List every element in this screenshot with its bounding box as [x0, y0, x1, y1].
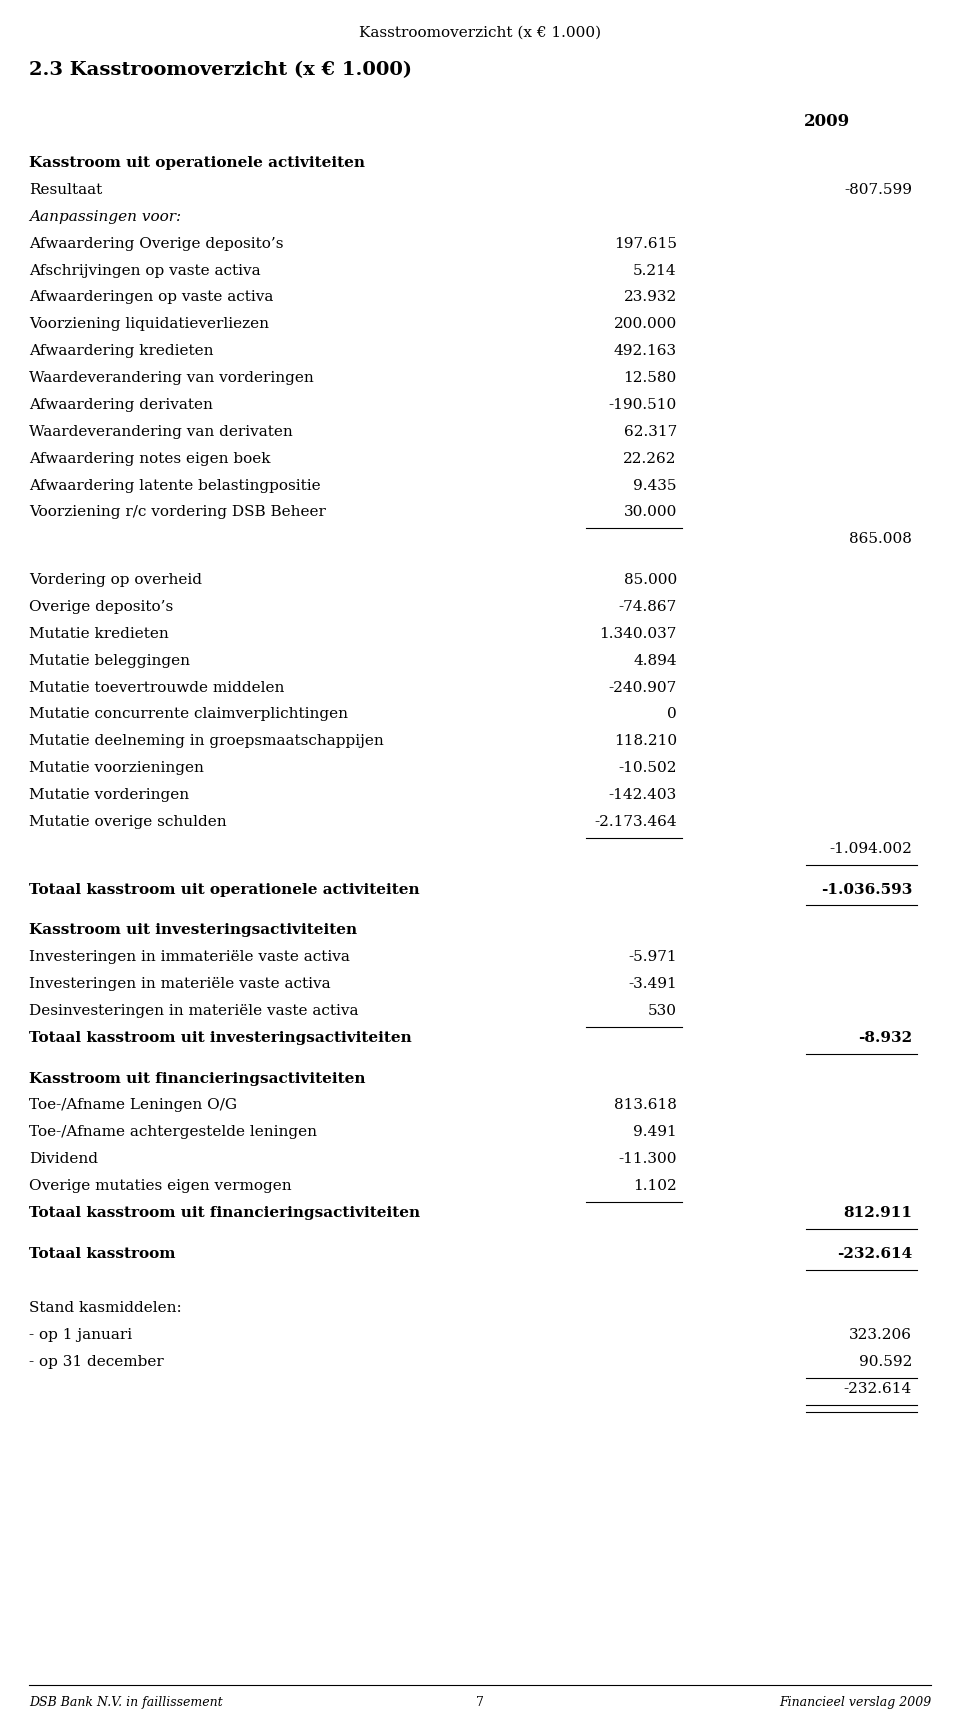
Text: Totaal kasstroom uit operationele activiteiten: Totaal kasstroom uit operationele activi…	[29, 883, 420, 896]
Text: Investeringen in materiële vaste activa: Investeringen in materiële vaste activa	[29, 976, 330, 992]
Text: 62.317: 62.317	[624, 425, 677, 439]
Text: - op 1 januari: - op 1 januari	[29, 1328, 132, 1342]
Text: Totaal kasstroom uit financieringsactiviteiten: Totaal kasstroom uit financieringsactivi…	[29, 1205, 420, 1221]
Text: Financieel verslag 2009: Financieel verslag 2009	[779, 1696, 931, 1708]
Text: -74.867: -74.867	[618, 600, 677, 614]
Text: - op 31 december: - op 31 december	[29, 1354, 163, 1370]
Text: 9.491: 9.491	[633, 1125, 677, 1139]
Text: DSB Bank N.V. in faillissement: DSB Bank N.V. in faillissement	[29, 1696, 223, 1708]
Text: Waardeverandering van vorderingen: Waardeverandering van vorderingen	[29, 371, 314, 385]
Text: 530: 530	[648, 1004, 677, 1018]
Text: Totaal kasstroom uit investeringsactiviteiten: Totaal kasstroom uit investeringsactivit…	[29, 1030, 412, 1046]
Text: Resultaat: Resultaat	[29, 184, 102, 198]
Text: Afwaardering latente belastingpositie: Afwaardering latente belastingpositie	[29, 479, 321, 492]
Text: 813.618: 813.618	[614, 1098, 677, 1113]
Text: Vordering op overheid: Vordering op overheid	[29, 572, 202, 588]
Text: Mutatie beleggingen: Mutatie beleggingen	[29, 654, 190, 668]
Text: -240.907: -240.907	[609, 680, 677, 695]
Text: Aanpassingen voor:: Aanpassingen voor:	[29, 210, 180, 224]
Text: Dividend: Dividend	[29, 1151, 98, 1167]
Text: Afwaardering derivaten: Afwaardering derivaten	[29, 397, 213, 413]
Text: Investeringen in immateriële vaste activa: Investeringen in immateriële vaste activ…	[29, 950, 349, 964]
Text: -3.491: -3.491	[628, 976, 677, 992]
Text: Mutatie voorzieningen: Mutatie voorzieningen	[29, 761, 204, 775]
Text: Toe-/Afname Leningen O/G: Toe-/Afname Leningen O/G	[29, 1098, 237, 1113]
Text: Overige mutaties eigen vermogen: Overige mutaties eigen vermogen	[29, 1179, 292, 1193]
Text: Desinvesteringen in materiële vaste activa: Desinvesteringen in materiële vaste acti…	[29, 1004, 358, 1018]
Text: 865.008: 865.008	[850, 532, 912, 546]
Text: 12.580: 12.580	[624, 371, 677, 385]
Text: Mutatie kredieten: Mutatie kredieten	[29, 626, 169, 642]
Text: Kasstroomoverzicht (x € 1.000): Kasstroomoverzicht (x € 1.000)	[359, 26, 601, 40]
Text: 1.340.037: 1.340.037	[599, 626, 677, 642]
Text: Overige deposito’s: Overige deposito’s	[29, 600, 173, 614]
Text: Afwaardering Overige deposito’s: Afwaardering Overige deposito’s	[29, 236, 283, 251]
Text: 323.206: 323.206	[849, 1328, 912, 1342]
Text: 492.163: 492.163	[613, 343, 677, 359]
Text: Mutatie deelneming in groepsmaatschappijen: Mutatie deelneming in groepsmaatschappij…	[29, 733, 384, 749]
Text: Waardeverandering van derivaten: Waardeverandering van derivaten	[29, 425, 293, 439]
Text: Kasstroom uit financieringsactiviteiten: Kasstroom uit financieringsactiviteiten	[29, 1072, 366, 1085]
Text: -142.403: -142.403	[609, 787, 677, 803]
Text: Afschrijvingen op vaste activa: Afschrijvingen op vaste activa	[29, 264, 260, 277]
Text: 4.894: 4.894	[634, 654, 677, 668]
Text: Afwaardering notes eigen boek: Afwaardering notes eigen boek	[29, 451, 271, 466]
Text: 812.911: 812.911	[843, 1205, 912, 1221]
Text: -11.300: -11.300	[618, 1151, 677, 1167]
Text: Mutatie vorderingen: Mutatie vorderingen	[29, 787, 189, 803]
Text: -1.094.002: -1.094.002	[829, 841, 912, 857]
Text: Kasstroom uit operationele activiteiten: Kasstroom uit operationele activiteiten	[29, 156, 365, 170]
Text: 7: 7	[476, 1696, 484, 1708]
Text: 5.214: 5.214	[634, 264, 677, 277]
Text: 200.000: 200.000	[613, 317, 677, 331]
Text: -190.510: -190.510	[609, 397, 677, 413]
Text: 2009: 2009	[804, 113, 850, 130]
Text: 30.000: 30.000	[623, 505, 677, 520]
Text: 197.615: 197.615	[613, 236, 677, 251]
Text: -8.932: -8.932	[858, 1030, 912, 1046]
Text: 2.3 Kasstroomoverzicht (x € 1.000): 2.3 Kasstroomoverzicht (x € 1.000)	[29, 61, 412, 78]
Text: -807.599: -807.599	[844, 184, 912, 198]
Text: Afwaarderingen op vaste activa: Afwaarderingen op vaste activa	[29, 290, 274, 305]
Text: Totaal kasstroom: Totaal kasstroom	[29, 1247, 176, 1261]
Text: -1.036.593: -1.036.593	[821, 883, 912, 896]
Text: Afwaardering kredieten: Afwaardering kredieten	[29, 343, 213, 359]
Text: Mutatie concurrente claimverplichtingen: Mutatie concurrente claimverplichtingen	[29, 707, 348, 721]
Text: 23.932: 23.932	[624, 290, 677, 305]
Text: -5.971: -5.971	[628, 950, 677, 964]
Text: 22.262: 22.262	[623, 451, 677, 466]
Text: Mutatie toevertrouwde middelen: Mutatie toevertrouwde middelen	[29, 680, 284, 695]
Text: 1.102: 1.102	[633, 1179, 677, 1193]
Text: -232.614: -232.614	[844, 1382, 912, 1396]
Text: Mutatie overige schulden: Mutatie overige schulden	[29, 815, 227, 829]
Text: 9.435: 9.435	[634, 479, 677, 492]
Text: -10.502: -10.502	[618, 761, 677, 775]
Text: -232.614: -232.614	[837, 1247, 912, 1261]
Text: Toe-/Afname achtergestelde leningen: Toe-/Afname achtergestelde leningen	[29, 1125, 317, 1139]
Text: 118.210: 118.210	[613, 733, 677, 749]
Text: -2.173.464: -2.173.464	[594, 815, 677, 829]
Text: Kasstroom uit investeringsactiviteiten: Kasstroom uit investeringsactiviteiten	[29, 922, 357, 938]
Text: Voorziening liquidatieverliezen: Voorziening liquidatieverliezen	[29, 317, 269, 331]
Text: 0: 0	[667, 707, 677, 721]
Text: 90.592: 90.592	[858, 1354, 912, 1370]
Text: Voorziening r/c vordering DSB Beheer: Voorziening r/c vordering DSB Beheer	[29, 505, 325, 520]
Text: Stand kasmiddelen:: Stand kasmiddelen:	[29, 1300, 181, 1316]
Text: 85.000: 85.000	[624, 572, 677, 588]
